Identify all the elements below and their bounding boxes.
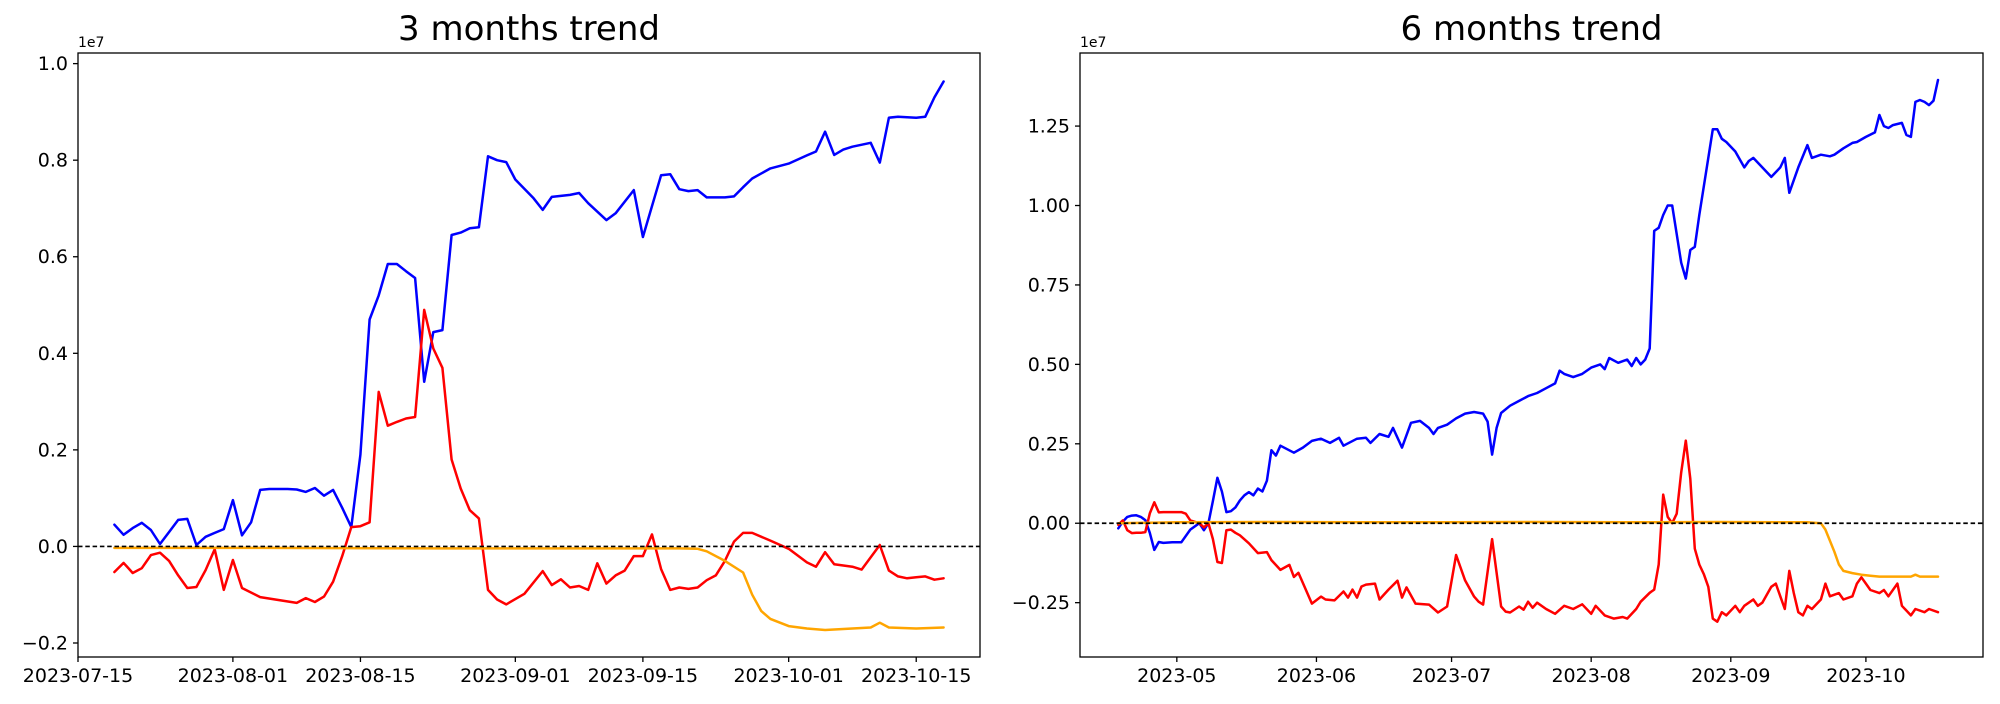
y-tick-label: 0.2 (38, 439, 68, 461)
x-tick-label: 2023-10-15 (861, 665, 971, 687)
series-orange-line (1117, 520, 1940, 578)
y-tick-label: 0.0 (38, 536, 68, 558)
x-tick-label: 2023-09-15 (588, 665, 698, 687)
x-tick-label: 2023-05 (1137, 665, 1216, 687)
x-tick-label: 2023-08-15 (305, 665, 415, 687)
axes-box (1079, 52, 1984, 658)
series-blue-line (113, 80, 945, 547)
x-tick-label: 2023-08-01 (178, 665, 288, 687)
y-tick-label: 1.00 (1028, 195, 1070, 217)
chart-title: 6 months trend (1401, 9, 1663, 49)
x-tick-label: 2023-09-01 (460, 665, 570, 687)
series-red-line (1117, 439, 1940, 623)
y-tick-label: 1.0 (38, 53, 68, 75)
chart-3-months: 3 months trend 1e7 −0.2 0.0 0.2 0.4 0.6 0.8 1.0 2… (22, 9, 981, 687)
series-orange-line (113, 546, 945, 632)
x-tick-label: 2023-10-01 (733, 665, 843, 687)
x-tick-label: 2023-06 (1277, 665, 1356, 687)
y-tick-label: 0.8 (38, 150, 68, 172)
x-tick-label: 2023-07-15 (23, 665, 133, 687)
series-red-line (113, 308, 945, 606)
x-tick-label: 2023-09 (1691, 665, 1770, 687)
chart-6-months: 6 months trend 1e7 −0.25 0.00 0.25 0.50 0.75 1.… (1012, 9, 1984, 687)
y-tick-label: 0.25 (1028, 433, 1070, 455)
y-axis-offset-label: 1e7 (78, 35, 104, 51)
x-tick-label: 2023-07 (1412, 665, 1491, 687)
x-tick-label: 2023-08 (1551, 665, 1630, 687)
y-tick-label: 0.75 (1028, 274, 1070, 296)
y-axis-offset-label: 1e7 (1080, 35, 1106, 51)
x-tick-label: 2023-10 (1826, 665, 1905, 687)
y-tick-label: 0.50 (1028, 354, 1070, 376)
y-tick-label: 0.00 (1028, 513, 1070, 535)
y-tick-label: −0.2 (22, 632, 68, 654)
y-tick-label: −0.25 (1012, 592, 1070, 614)
series-blue-line (1117, 78, 1940, 552)
axes-box (77, 52, 981, 658)
y-tick-label: 0.6 (38, 246, 68, 268)
y-tick-label: 0.4 (38, 343, 68, 365)
y-tick-label: 1.25 (1028, 116, 1070, 138)
chart-title: 3 months trend (398, 9, 660, 49)
